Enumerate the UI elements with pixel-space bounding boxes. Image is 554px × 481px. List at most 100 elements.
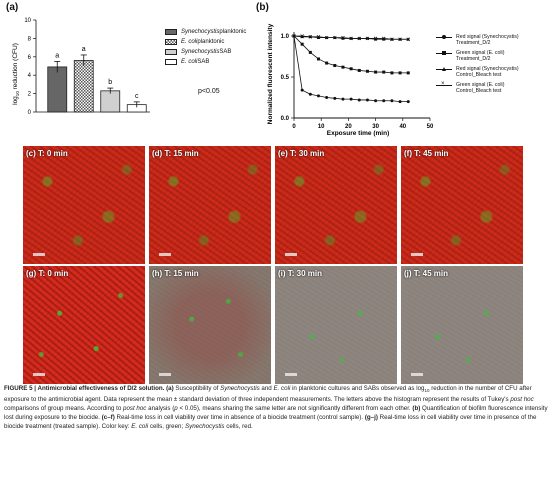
data-point (341, 65, 345, 69)
legend-line2: Treatment_D/2 (456, 40, 491, 46)
bar-marks: a a b c (47, 46, 147, 113)
line-legend: Red signal (Synechocystis) Treatment_D/2 … (436, 34, 554, 98)
caption-subscript: 10 (424, 388, 430, 394)
bar-y-tick-label: 2 (28, 92, 32, 98)
scale-bar (285, 253, 297, 256)
legend-line1: Green signal (E. coli) (456, 82, 505, 88)
data-point (325, 96, 329, 99)
bar-y-tick-label: 0 (28, 110, 32, 116)
data-point (381, 36, 386, 41)
bar (73, 60, 94, 113)
data-point (373, 36, 378, 41)
caption-text: and (261, 385, 272, 392)
data-point-stroke (349, 36, 353, 41)
line-marks (292, 34, 411, 104)
microscopy-tile: (g) T: 0 min (23, 266, 145, 384)
legend-rest: SAB (197, 59, 210, 65)
data-point (349, 67, 353, 71)
bar-y-tick-label: 4 (28, 73, 32, 79)
data-point-stroke (333, 35, 337, 40)
legend-marker (436, 50, 452, 56)
caption-text: in planktonic cultures and SABs observed… (292, 385, 425, 392)
line-x-tick-label: 10 (318, 124, 325, 130)
caption-text: reduction in the number of CFU after exp… (4, 385, 532, 404)
bar-legend: Synechocystis planktonic E. coli plankto… (165, 27, 305, 67)
scale-bar (159, 253, 171, 256)
caption-text: < 0.05), means sharing the same letter a… (179, 405, 411, 413)
data-point (324, 35, 329, 40)
data-point (390, 71, 394, 75)
line-chart: Normalized fluorescent intensity Exposur… (267, 23, 434, 137)
caption-text: Susceptibility of (175, 385, 219, 392)
data-point (316, 94, 320, 98)
tile-label: (d) T: 15 min (152, 149, 199, 158)
data-point (406, 37, 411, 42)
tile-label: (j) T: 45 min (404, 269, 449, 278)
data-point (333, 96, 337, 100)
microscopy-tile: (h) T: 15 min (149, 266, 271, 384)
microscopy-tile: (j) T: 45 min (401, 266, 523, 384)
legend-line2: Treatment_D/2 (456, 56, 491, 62)
legend-line1: Green signal (E. coli) (456, 50, 505, 56)
caption-italic: p (174, 405, 178, 413)
data-point-stroke (357, 36, 362, 41)
caption-b-label: (b) (412, 405, 421, 413)
microscopy-tile: (e) T: 30 min (275, 146, 397, 264)
caption-text: Real-time loss in cell viability over ti… (4, 414, 537, 431)
line-x-tick-label: 50 (427, 124, 434, 130)
data-point (349, 36, 353, 41)
bar-y-tick-label: 6 (28, 55, 32, 61)
legend-marker: × (436, 81, 452, 88)
line-x-tick-label: 0 (292, 124, 296, 130)
legend-swatch (165, 29, 177, 35)
data-point (382, 70, 386, 74)
bar-legend-item: Synechocystis SAB (165, 47, 305, 57)
data-point (300, 42, 304, 46)
data-point (365, 98, 369, 102)
line-y-tick-label: 0.5 (281, 75, 290, 81)
data-point (349, 97, 353, 101)
data-point-stroke (308, 35, 313, 39)
data-point (382, 99, 386, 103)
caption-italic: Synechocystis (220, 385, 260, 392)
line-x-tick-label: 20 (345, 124, 352, 130)
data-point-stroke (365, 36, 370, 41)
scale-bar (33, 373, 45, 376)
caption-italic: post hoc (510, 396, 534, 404)
data-point (390, 99, 394, 103)
data-point (333, 35, 337, 40)
data-point (398, 100, 402, 104)
scale-bar (285, 373, 297, 376)
data-point (325, 61, 329, 65)
data-point (341, 35, 345, 40)
data-point (406, 100, 410, 104)
caption-italic: E. coli (131, 423, 149, 431)
tile-label: (e) T: 30 min (278, 149, 325, 158)
data-point (357, 68, 361, 72)
data-point-stroke (390, 37, 394, 42)
significance-letter: a (82, 46, 86, 53)
caption-text: cells, red. (226, 423, 253, 431)
caption-a-label: (a) (166, 385, 174, 392)
legend-line2: Control_Bleach test (456, 88, 502, 94)
line-axes: 0 10 20 30 40 50 0.0 0.5 1.0 (281, 32, 434, 130)
panel-b-letter: (b) (256, 2, 269, 13)
data-point (357, 36, 362, 41)
line-x-tick-label: 40 (399, 124, 406, 130)
legend-italic: Synechocystis (181, 49, 220, 55)
line-legend-item: Red signal (Synechocystis) Treatment_D/2 (436, 34, 554, 46)
data-point (300, 88, 304, 92)
caption-text: comparisons of group means. According to (4, 405, 122, 413)
tile-label: (g) T: 0 min (26, 269, 69, 278)
data-point (308, 35, 313, 39)
scale-bar (159, 373, 171, 376)
data-point (292, 34, 296, 38)
line-y-axis-label: Normalized fluorescent intensity (267, 23, 274, 124)
scale-bar (411, 373, 423, 376)
scale-bar (411, 253, 423, 256)
caption-italic: post hoc (123, 405, 147, 413)
data-point (398, 37, 402, 42)
legend-swatch (165, 59, 177, 65)
caption-text: Quantification of biofilm fluorescence i… (4, 405, 548, 422)
data-point (300, 34, 304, 38)
